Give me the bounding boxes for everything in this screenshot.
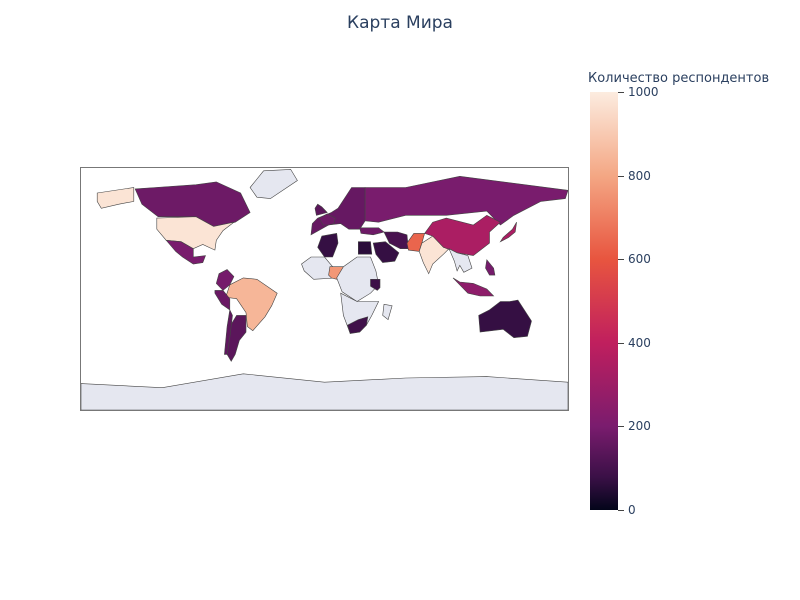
colorbar-tick bbox=[618, 259, 624, 261]
colorbar-tick-label: 600 bbox=[628, 252, 651, 267]
country-antarctica[interactable] bbox=[81, 373, 568, 410]
country-indonesia[interactable] bbox=[452, 277, 495, 297]
country-saudi-arabia[interactable] bbox=[372, 241, 400, 263]
country-brazil[interactable] bbox=[225, 277, 278, 332]
map-svg bbox=[81, 169, 568, 410]
country-united-kingdom[interactable] bbox=[314, 203, 328, 216]
country-central-africa[interactable] bbox=[336, 256, 379, 302]
country-alaska[interactable] bbox=[96, 187, 135, 209]
world-map[interactable] bbox=[80, 167, 569, 411]
country-egypt[interactable] bbox=[357, 241, 373, 255]
chart-title: Карта Мира bbox=[347, 13, 453, 33]
colorbar-tick bbox=[618, 510, 624, 511]
country-philippines[interactable] bbox=[485, 259, 496, 276]
country-south-africa[interactable] bbox=[347, 316, 369, 334]
colorbar-tick-label: 800 bbox=[628, 168, 651, 183]
country-madagascar[interactable] bbox=[382, 303, 393, 321]
colorbar-tick bbox=[618, 342, 624, 344]
land-shapes bbox=[81, 169, 568, 410]
country-southern-africa[interactable] bbox=[340, 292, 380, 334]
colorbar bbox=[590, 92, 618, 510]
colorbar-tick bbox=[618, 175, 624, 177]
country-kenya[interactable] bbox=[370, 279, 381, 291]
country-se-asia[interactable] bbox=[448, 248, 473, 273]
country-russia[interactable] bbox=[364, 175, 568, 226]
colorbar-tick-label: 1000 bbox=[628, 85, 659, 99]
colorbar-tick bbox=[618, 426, 624, 428]
country-turkey[interactable] bbox=[359, 227, 385, 236]
country-france[interactable] bbox=[318, 213, 336, 226]
country-canada[interactable] bbox=[134, 181, 251, 227]
colorbar-tick-label: 0 bbox=[628, 503, 636, 517]
colorbar-tick-label: 200 bbox=[628, 419, 651, 434]
country-australia[interactable] bbox=[478, 299, 532, 339]
country-chile[interactable] bbox=[224, 308, 233, 355]
country-china[interactable] bbox=[424, 214, 501, 256]
country-algeria[interactable] bbox=[317, 233, 339, 258]
colorbar-tick-label: 400 bbox=[628, 335, 651, 350]
country-greenland[interactable] bbox=[249, 169, 298, 199]
country-japan[interactable] bbox=[499, 222, 517, 243]
colorbar-title: Количество респондентов bbox=[588, 71, 770, 86]
country-mexico[interactable] bbox=[165, 239, 206, 265]
colorbar-tick bbox=[618, 92, 624, 93]
